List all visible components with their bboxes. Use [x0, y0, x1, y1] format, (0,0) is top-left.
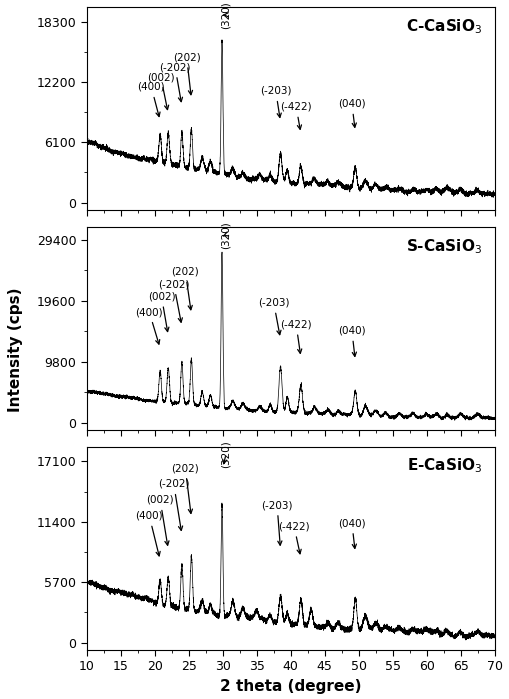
Text: (-202): (-202): [158, 479, 189, 531]
Text: (202): (202): [173, 52, 200, 95]
Text: E-CaSiO$_3$: E-CaSiO$_3$: [406, 456, 482, 475]
Text: (320): (320): [221, 221, 231, 249]
Text: (040): (040): [337, 99, 365, 127]
Text: (202): (202): [171, 463, 199, 514]
Text: (-203): (-203): [258, 298, 289, 335]
Text: (-203): (-203): [261, 500, 292, 545]
Text: (-422): (-422): [280, 319, 312, 353]
Text: (-422): (-422): [280, 102, 312, 129]
Text: (040): (040): [337, 518, 365, 549]
Text: (-203): (-203): [260, 86, 291, 117]
Text: (400): (400): [135, 511, 163, 556]
Text: (002): (002): [147, 72, 174, 110]
Text: (400): (400): [135, 307, 163, 344]
Text: Intensity (cps): Intensity (cps): [8, 287, 23, 412]
Text: (202): (202): [171, 266, 199, 310]
Text: (400): (400): [137, 82, 165, 117]
Text: (320): (320): [221, 440, 231, 468]
Text: (-202): (-202): [158, 279, 189, 322]
Text: C-CaSiO$_3$: C-CaSiO$_3$: [406, 17, 482, 36]
Text: (-422): (-422): [278, 521, 309, 554]
Text: (320): (320): [221, 1, 231, 29]
X-axis label: 2 theta (degree): 2 theta (degree): [219, 679, 361, 694]
Text: (002): (002): [146, 495, 174, 545]
Text: (-202): (-202): [159, 62, 190, 101]
Text: S-CaSiO$_3$: S-CaSiO$_3$: [406, 237, 482, 256]
Text: (040): (040): [337, 326, 365, 356]
Text: (002): (002): [148, 291, 175, 331]
